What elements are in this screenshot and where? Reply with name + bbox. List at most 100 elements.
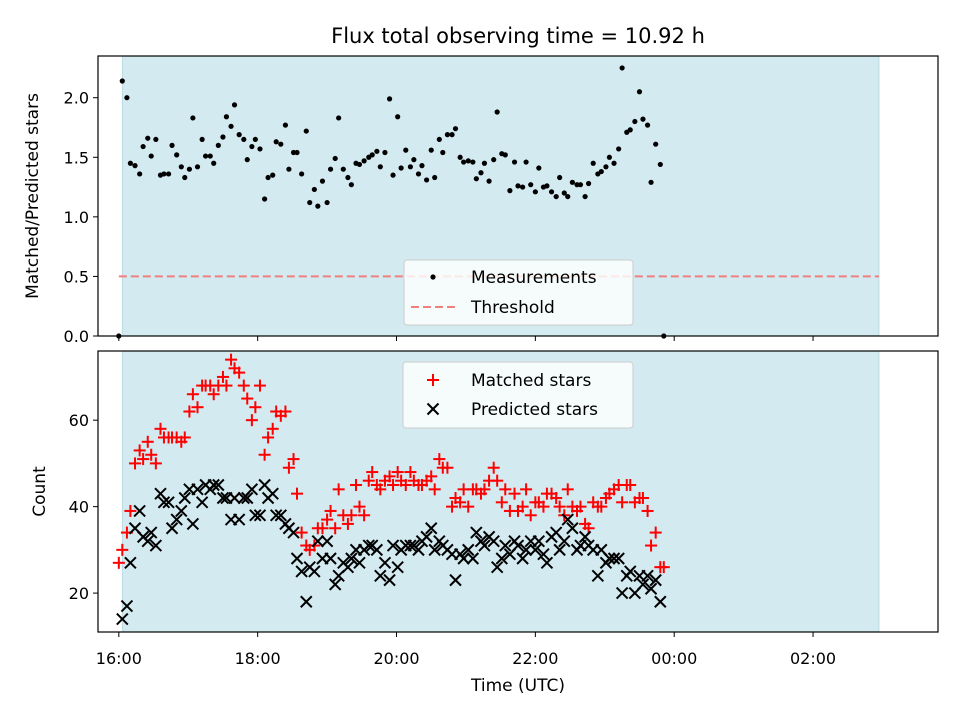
predicted-star-point [374, 569, 387, 583]
predicted-star-point [120, 599, 134, 613]
predicted-star-stroke [404, 539, 417, 552]
matched-star-point [478, 483, 491, 496]
measurement-point [207, 153, 213, 159]
bottom-legend: Matched stars Predicted stars [402, 361, 634, 429]
matched-star-point [287, 453, 300, 466]
predicted-star-point [641, 569, 654, 583]
y-tick-label: 20 [69, 584, 89, 603]
matched-star-point [454, 496, 467, 509]
x-axis-label: Time (UTC) [470, 676, 565, 696]
predicted-star-stroke [487, 535, 500, 548]
predicted-star-point [487, 535, 500, 548]
predicted-star-point [249, 509, 262, 522]
measurement-point [140, 143, 146, 150]
predicted-star-stroke [186, 517, 200, 531]
x-tick-label: 18:00 [235, 649, 281, 668]
measurement-point [511, 159, 518, 165]
measurement-point [491, 157, 497, 163]
matched-star-point [241, 392, 254, 405]
measurement-point [415, 171, 422, 177]
matched-star-point [499, 483, 512, 496]
measurement-point [278, 141, 284, 147]
measurement-point [598, 168, 604, 175]
predicted-star-point [370, 543, 384, 557]
measurement-point [336, 115, 342, 121]
predicted-star-stroke [232, 513, 246, 526]
matched-star-point [520, 483, 533, 496]
predicted-star-stroke [207, 478, 220, 492]
matched-star-point [553, 500, 566, 513]
predicted-star-point [308, 565, 321, 578]
predicted-star-point [462, 543, 475, 557]
predicted-star-stroke [245, 483, 259, 496]
x-tick-label: 00:00 [651, 649, 697, 668]
matched-star-point [624, 479, 637, 492]
predicted-star-stroke [228, 491, 241, 505]
matched-star-point [491, 474, 504, 487]
predicted-star-stroke [499, 539, 512, 552]
predicted-star-stroke [116, 612, 129, 626]
matched-star-point [441, 461, 454, 474]
measurement-point [636, 89, 643, 95]
matched-star-point [649, 526, 662, 539]
measurement-point [377, 164, 383, 170]
predicted-star-point [149, 539, 163, 552]
predicted-star-stroke [120, 599, 134, 613]
matched-star-point [645, 539, 658, 552]
matched-star-point [595, 500, 608, 513]
measurement-point [186, 166, 193, 172]
matched-star-point [508, 487, 521, 500]
x-tick-label: 16:00 [96, 649, 142, 668]
predicted-star-point [175, 504, 188, 518]
predicted-star-point [553, 543, 566, 557]
matched-star-point [262, 431, 275, 444]
measurement-point [653, 141, 659, 147]
measurement-point [286, 166, 292, 172]
predicted-star-stroke [241, 491, 254, 505]
matched-star-point [279, 405, 292, 418]
bottom-y-axis-label: Count [30, 466, 50, 517]
predicted-star-stroke [624, 565, 637, 578]
predicted-legend-marker [426, 402, 440, 416]
predicted-star-stroke [178, 491, 191, 505]
y-tick-label: 2.0 [64, 89, 89, 108]
measurement-point [165, 171, 172, 177]
measurement-point [582, 193, 588, 200]
matched-star-point [321, 513, 334, 526]
matched-star-point [295, 526, 308, 539]
matched-star-point [129, 457, 142, 470]
measurement-point [461, 159, 467, 165]
matched-star-point [537, 500, 550, 513]
matched-star-point [561, 483, 574, 496]
matched-star-point [495, 496, 508, 509]
matched-star-point [216, 370, 229, 383]
predicted-star-point [566, 522, 579, 535]
predicted-star-point [624, 565, 637, 578]
matched-star-point [253, 379, 266, 392]
measurement-point [324, 199, 330, 206]
predicted-star-point [591, 569, 605, 583]
predicted-star-point [141, 535, 154, 548]
predicted-star-stroke [162, 496, 175, 509]
matched-star-point [116, 543, 129, 556]
matched-star-point [154, 422, 167, 435]
predicted-star-stroke [428, 543, 441, 557]
measurement-point [220, 134, 226, 140]
measurement-point [528, 182, 534, 188]
predicted-star-stroke [654, 595, 667, 608]
predicted-star-stroke [449, 573, 462, 587]
predicted-star-point [386, 539, 400, 552]
predicted-star-point [644, 582, 658, 595]
predicted-star-point [274, 509, 288, 522]
predicted-star-point [420, 530, 433, 544]
bottom-panel: 20 40 60 16:00 18:00 20:00 22:00 00:00 02:00 Co… [30, 350, 939, 696]
measurement-point [327, 166, 334, 172]
matched-star-point [112, 556, 125, 569]
matched-star-point [329, 522, 342, 535]
y-tick-label: 1.0 [64, 208, 89, 227]
measurement-point [244, 157, 250, 163]
predicted-star-point [212, 478, 225, 492]
matched-star-point [550, 491, 563, 504]
predicted-star-point [654, 595, 667, 608]
predicted-star-point [425, 522, 438, 535]
